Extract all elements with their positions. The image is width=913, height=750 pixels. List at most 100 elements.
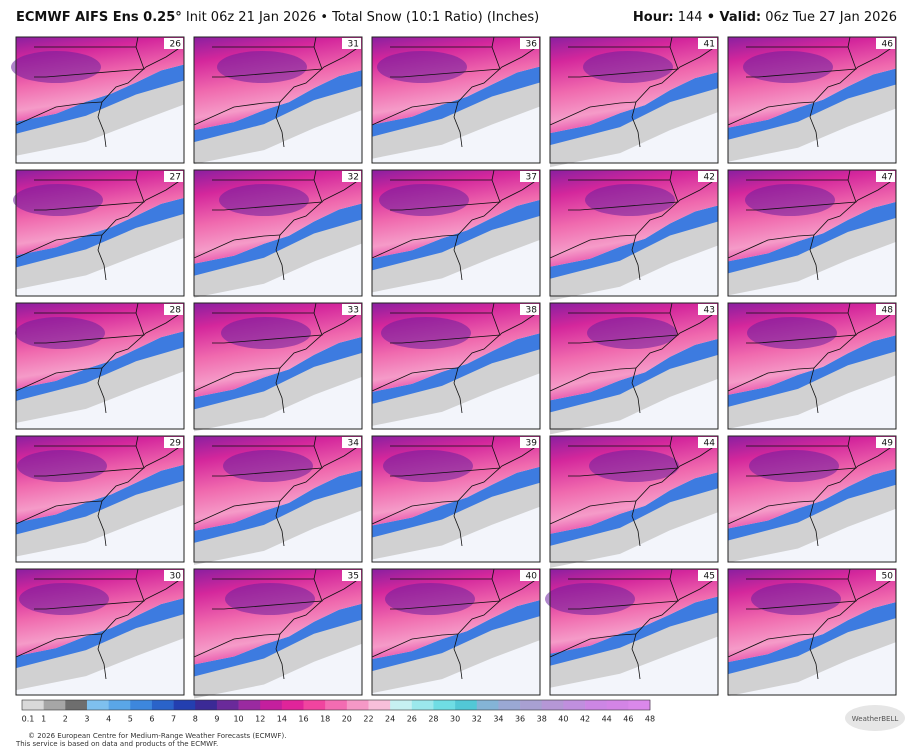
colorbar-swatch xyxy=(260,700,283,710)
panel-border xyxy=(549,568,719,696)
panel-border xyxy=(193,568,363,696)
map-panel: 45 xyxy=(545,568,719,696)
map-panel: 41 xyxy=(549,36,719,168)
coast-line xyxy=(809,179,894,281)
blue-band xyxy=(372,66,540,137)
colorbar-label: 32 xyxy=(472,715,482,724)
member-box xyxy=(876,38,895,49)
state-lines xyxy=(549,367,637,392)
valid-value: 06z Tue 27 Jan 2026 xyxy=(765,10,897,25)
colorbar-swatch xyxy=(498,700,521,710)
member-box xyxy=(520,38,539,49)
logo: WeatherBELL xyxy=(852,715,899,723)
member-box xyxy=(164,570,183,581)
state-lines xyxy=(193,367,281,392)
member-label: 35 xyxy=(348,572,359,582)
blue-band xyxy=(194,336,362,410)
member-box xyxy=(698,304,717,315)
heavy-core xyxy=(11,51,101,83)
heavy-core xyxy=(225,583,315,615)
state-lines xyxy=(371,633,459,658)
model: ECMWF AIFS Ens 0.25° xyxy=(16,10,182,25)
heavy-core xyxy=(585,184,675,216)
state-lines xyxy=(135,302,139,314)
colorbar-swatch xyxy=(238,700,261,710)
state-lines xyxy=(135,435,139,447)
panel-border xyxy=(549,36,719,164)
colorbar-swatch xyxy=(43,700,66,710)
colorbar-swatch xyxy=(585,700,607,710)
heavy-core xyxy=(13,184,103,216)
panel-border xyxy=(727,302,897,430)
member-label: 37 xyxy=(526,173,537,183)
member-label: 42 xyxy=(704,173,715,183)
member-label: 26 xyxy=(170,40,182,50)
coast-line xyxy=(97,445,182,547)
coast-line xyxy=(631,312,716,414)
colorbar-swatch xyxy=(108,700,131,710)
colorbar-label: 2 xyxy=(63,715,68,724)
state-lines xyxy=(669,435,673,447)
state-lines xyxy=(669,169,673,181)
member-label: 31 xyxy=(348,40,359,50)
map-panel: 27 xyxy=(13,169,185,297)
state-lines xyxy=(669,36,673,48)
member-label: 30 xyxy=(170,572,182,582)
colorbar-swatch xyxy=(281,700,304,710)
state-lines xyxy=(847,36,851,48)
coast-line xyxy=(631,46,716,148)
member-label: 40 xyxy=(526,572,538,582)
member-label: 44 xyxy=(704,439,716,449)
state-lines xyxy=(727,101,815,126)
colorbar-label: 10 xyxy=(233,715,243,724)
blue-band xyxy=(728,335,896,407)
coast-line xyxy=(97,312,182,414)
heavy-core xyxy=(219,184,309,216)
coast-line xyxy=(275,445,360,547)
member-label: 38 xyxy=(526,306,538,316)
blue-band xyxy=(728,68,896,140)
map-panel: 43 xyxy=(549,302,719,435)
member-box xyxy=(520,570,539,581)
colorbar-swatch xyxy=(563,700,586,710)
colorbar-swatch xyxy=(606,700,629,710)
map-panel: 36 xyxy=(371,36,541,164)
member-box xyxy=(342,304,361,315)
member-box xyxy=(164,437,183,448)
colorbar-label: 20 xyxy=(342,715,352,724)
state-lines xyxy=(193,101,281,126)
member-box xyxy=(342,38,361,49)
colorbar-border xyxy=(21,699,651,711)
panel-border xyxy=(727,435,897,563)
colorbar-swatch xyxy=(325,700,348,710)
member-label: 32 xyxy=(348,173,359,183)
colorbar-swatch xyxy=(151,700,174,710)
state-lines xyxy=(313,36,317,48)
heavy-core xyxy=(747,317,837,349)
colorbar-swatch xyxy=(520,700,543,710)
coast-line xyxy=(275,46,360,148)
colorbar-label: 18 xyxy=(320,715,330,724)
member-box xyxy=(520,171,539,182)
blue-band xyxy=(550,72,718,146)
member-box xyxy=(876,570,895,581)
panel-border xyxy=(371,302,541,430)
state-lines xyxy=(371,367,459,392)
state-lines xyxy=(549,633,637,658)
member-box xyxy=(342,171,361,182)
heavy-core xyxy=(217,51,307,83)
panel-border xyxy=(371,568,541,696)
colorbar-label: 24 xyxy=(385,715,395,724)
colorbar-swatch xyxy=(65,700,88,710)
coast-line xyxy=(809,46,894,148)
state-lines xyxy=(727,633,815,658)
state-lines xyxy=(15,633,103,658)
colorbar-swatch xyxy=(368,700,391,710)
member-label: 34 xyxy=(348,439,360,449)
colorbar-label: 0.1 xyxy=(22,715,35,724)
colorbar-swatch xyxy=(628,700,651,710)
heavy-core xyxy=(17,450,107,482)
colorbar-swatch xyxy=(433,700,456,710)
coast-line xyxy=(275,179,360,281)
state-lines xyxy=(491,435,495,447)
